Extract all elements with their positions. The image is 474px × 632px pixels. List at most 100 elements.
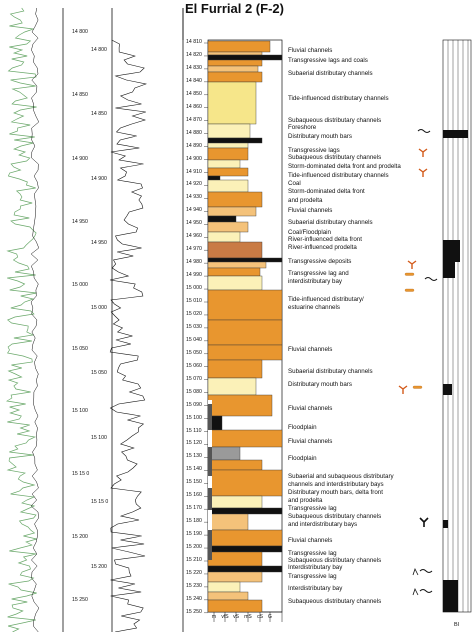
depth-label: 15 050 <box>186 349 202 356</box>
interpretation-label: estuarine channels <box>288 304 340 311</box>
core-bed <box>207 54 283 61</box>
depth-label: 14 840 <box>186 77 202 84</box>
interpretation-label: Foreshore <box>288 124 317 131</box>
interpretation-label: and prodelta <box>288 497 323 504</box>
core-bed <box>207 459 263 471</box>
core-bed <box>207 221 249 233</box>
interpretation-label: Distributary mouth bars <box>288 381 352 388</box>
interpretation-label: River-influenced prodelta <box>288 244 357 251</box>
depth-label: 15 210 <box>186 557 202 563</box>
interpretation-label: Fluvial channels <box>288 207 333 214</box>
core-bed <box>207 513 249 531</box>
depth-label: 15 000 <box>186 285 202 292</box>
depth-label: 14 890 <box>186 142 202 149</box>
depth-label: 14 830 <box>186 64 202 71</box>
trace-fossil-icon <box>418 168 428 177</box>
wave-icon <box>417 129 431 133</box>
depth-label: 15 110 <box>186 427 202 434</box>
core-bed <box>207 394 273 417</box>
interpretation-label: Fluvial channels <box>288 438 333 445</box>
core-bed <box>207 179 249 193</box>
well-log-curves <box>6 7 147 632</box>
burrow-icon <box>412 385 423 389</box>
wave-icon <box>424 277 438 281</box>
core-bed <box>207 241 263 259</box>
trace-fossil-icon <box>419 517 429 527</box>
depth-label: 15 230 <box>186 582 202 589</box>
depth-label: 14 800 <box>72 29 88 35</box>
core-bed <box>207 40 271 53</box>
core-bed <box>207 159 241 169</box>
interpretation-label: Subaqueous distributary channels <box>288 598 382 605</box>
bi-bar <box>443 520 448 528</box>
interpretation-label: Transgressive lag <box>288 573 337 580</box>
trace-fossil-icon <box>398 385 408 394</box>
depth-label: 15 190 <box>186 531 202 538</box>
interpretation-label: Distributary mouth bars, delta front <box>288 489 383 496</box>
depth-label: 15 000 <box>91 305 107 311</box>
trace-fossil-icon <box>407 260 417 269</box>
trace-fossil-icon <box>418 148 428 157</box>
core-beds <box>207 40 283 613</box>
depth-label: 15 090 <box>186 401 202 408</box>
core-bed <box>207 565 283 573</box>
interpretation-label: Transgressive deposits <box>288 258 352 265</box>
depth-label: 14 820 <box>186 51 202 58</box>
depth-label: 15 250 <box>72 597 88 603</box>
burrow-icon <box>404 272 415 276</box>
bi-bar <box>443 130 468 138</box>
depth-label: 14 900 <box>186 155 202 162</box>
depth-label: 15 220 <box>186 569 202 576</box>
core-bed <box>207 289 283 321</box>
core-bed <box>207 147 249 161</box>
core-bed <box>207 545 283 553</box>
interpretation-label: Transgressive lags <box>288 147 340 154</box>
depth-label: 15 250 <box>186 608 202 615</box>
core-bed <box>207 65 259 73</box>
core-bed <box>207 175 221 181</box>
wave-icon <box>419 589 433 593</box>
interpretation-label: Transgressive lags and coals <box>288 57 368 64</box>
interpretation-label: Tide-influenced distributary channels <box>288 172 389 179</box>
bi-axis-label: BI <box>454 622 460 628</box>
interpretation-label: Transgressive lag <box>288 505 337 512</box>
depth-label: 14 950 <box>91 240 107 246</box>
depth-label: 14 900 <box>91 176 107 182</box>
depth-label: 15 150 <box>186 479 202 486</box>
core-bed <box>207 261 267 269</box>
log-curve-black <box>30 7 40 632</box>
core-bed <box>207 206 257 217</box>
depth-label: 15 050 <box>91 370 107 376</box>
depth-label: 15 170 <box>186 505 202 512</box>
depth-label: 15 240 <box>186 595 202 602</box>
core-bed <box>207 446 241 461</box>
interpretation-label: Coal <box>288 180 301 187</box>
core-bed <box>207 599 263 613</box>
interpretation-label: Subaqueous distributary channels <box>288 513 382 520</box>
core-bed <box>207 167 249 177</box>
chart-title: El Furrial 2 (F-2) <box>185 1 284 16</box>
depth-label: 15 200 <box>186 544 202 551</box>
depth-label: 14 960 <box>186 233 202 240</box>
trace-fossil-icon <box>412 567 419 576</box>
depth-label: 14 970 <box>186 246 202 253</box>
depth-label: 15 200 <box>91 564 107 570</box>
trace-fossil-icons <box>398 129 438 596</box>
depth-label: 15 030 <box>186 323 202 330</box>
depth-label: 14 940 <box>186 207 202 214</box>
core-bed <box>207 267 261 277</box>
core-bed <box>207 275 263 291</box>
interpretation-label: Subaerial distributary channels <box>288 368 373 375</box>
interpretation-label: and prodelta <box>288 197 323 204</box>
core-bed <box>207 81 257 125</box>
depth-label: 15 010 <box>186 298 202 304</box>
core-bed <box>207 257 283 263</box>
depth-label: 14 860 <box>186 103 202 110</box>
depth-label: 15 050 <box>72 346 88 352</box>
core-bed <box>207 429 283 448</box>
depth-label: 15 100 <box>91 435 107 441</box>
depth-label: 15 070 <box>186 375 202 382</box>
log-curve-core <box>109 39 147 632</box>
bioturbation-index-column <box>442 39 472 613</box>
depth-label: 15 15 0 <box>72 471 90 477</box>
